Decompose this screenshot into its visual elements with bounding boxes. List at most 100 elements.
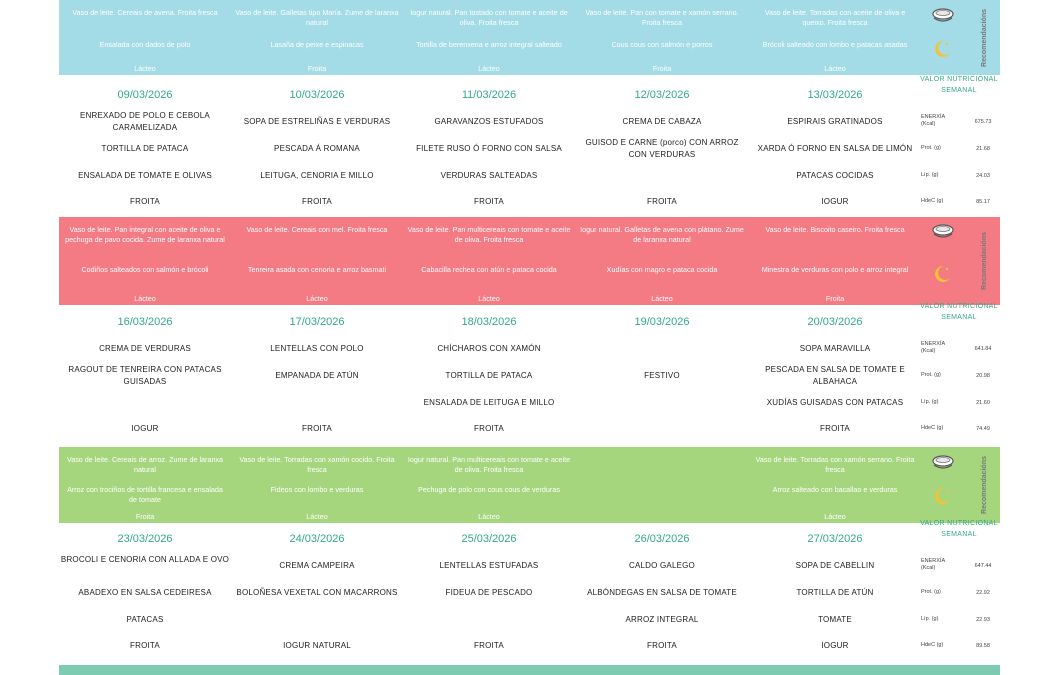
dish-item: FROITA — [820, 424, 850, 433]
dessert-text: Lácteo — [134, 64, 156, 73]
dinner-text: Codiños salteados con salmón e brócoli — [81, 265, 209, 274]
breakfast-text: Vaso de leite. Pan con tomate e xamón se… — [585, 8, 739, 28]
meal-icons — [919, 447, 969, 523]
breakfast-text: Vaso de leite. Cereais de avena. Froita … — [72, 8, 218, 17]
dish-item: EMPANADA DE ATÚN — [275, 371, 359, 380]
nutrition-value: 21.60 — [976, 400, 990, 406]
nutrition-title: VALOR NUTRICIONAL SEMANAL — [920, 76, 998, 95]
dish-item: PESCADA EN SALSA DE TOMATE E ALBAHACA — [765, 365, 905, 387]
day-date: 20/03/2026 — [807, 316, 863, 328]
breakfast-text: Iogur natural. Pan multicereais con toma… — [407, 455, 571, 475]
dish-item: GUISOD E CARNE (porco) CON ARROZ CON VER… — [585, 138, 739, 160]
dinner-text: Cous cous con salmón e porros — [611, 40, 713, 49]
nutrition-title: VALOR NUTRICIONAL SEMANAL — [920, 520, 998, 539]
dish-item: ESPIRAIS GRATINADOS — [787, 117, 883, 126]
dish-item: FROITA — [474, 424, 504, 433]
nutrition-value: 675.73 — [974, 119, 992, 125]
breakfast-text: Iogur natural. Galletas de avena con plá… — [580, 225, 744, 245]
dinner-text: Tenreira asada con cenoria e arroz basma… — [247, 265, 387, 274]
dinner-text: Cabacilla rechea con atún e pataca cocid… — [421, 265, 557, 274]
day-date: 09/03/2026 — [117, 89, 173, 101]
dish-item: FROITA — [474, 197, 504, 206]
dish-item: ENSALADA DE TOMATE E OLIVAS — [78, 171, 212, 180]
recommendations-label-text: Recomendacións — [980, 456, 988, 514]
cup-icon — [931, 7, 955, 30]
footer-bar — [59, 665, 1000, 675]
dessert-text: Lácteo — [824, 512, 846, 521]
dish-item: PATACAS — [126, 615, 164, 624]
dessert-text: Lácteo — [478, 64, 500, 73]
dish-item: LENTELLAS CON POLO — [270, 344, 364, 353]
nutrition-label: HdeC (g) — [921, 642, 944, 648]
nutrition-value: 89.58 — [976, 643, 990, 649]
dish-item: ENSALADA DE LEITUGA E MILLO — [423, 398, 555, 407]
dish-item: FILETE RUSO Ó FORNO CON SALSA — [416, 144, 562, 153]
breakfast-text: Vaso de leite. Biscoito caseiro. Froita … — [765, 225, 905, 234]
dish-item: CREMA DE CABAZA — [622, 117, 702, 126]
recommendations-label-text: Recomendacións — [980, 8, 988, 67]
breakfast-text: Vaso de leite. Pan integral con aceite d… — [65, 225, 225, 245]
dessert-text: Lácteo — [306, 294, 328, 303]
dinner-text: Pechuga de polo con cous cous de verdura… — [418, 485, 560, 494]
recommendations-label: Recomendacións — [971, 217, 999, 305]
breakfast-text: Vaso de leite. Cereais de arroz. Zume de… — [66, 455, 224, 475]
breakfast-text: Vaso de leite. Pan multicereais con toma… — [407, 225, 571, 245]
dish-item: IOGUR — [821, 641, 849, 650]
nutrition-value: 647.44 — [974, 563, 992, 569]
dessert-text: Lácteo — [478, 294, 500, 303]
recommendations-band: Vaso de leite. Pan integral con aceite d… — [59, 217, 1000, 305]
nutrition-value: 85.17 — [976, 199, 990, 205]
dish-item: SOPA MARAVILLA — [799, 344, 871, 353]
nutrition-title: VALOR NUTRICIONAL SEMANAL — [920, 303, 998, 322]
nutrition-value: 641.84 — [974, 346, 992, 352]
dish-item: BROCOLI E CENORIA CON ALLADA E OVO — [60, 555, 230, 564]
day-date: 18/03/2026 — [461, 316, 517, 328]
dinner-text: Tortilla de berenxena e arroz integral s… — [416, 40, 562, 49]
dinner-text: Minestra de verduras con polo e arroz in… — [761, 265, 909, 274]
dish-item: FROITA — [647, 641, 677, 650]
dish-item: IOGUR NATURAL — [283, 641, 351, 650]
dish-item: TORTILLA DE ATÚN — [796, 588, 874, 597]
dessert-text: Lácteo — [478, 512, 500, 521]
nutrition-value: 74.49 — [976, 426, 990, 432]
dish-item: TOMATE — [818, 615, 852, 624]
dish-item: IOGUR — [821, 197, 849, 206]
day-date: 26/03/2026 — [634, 533, 690, 545]
day-date: 17/03/2026 — [289, 316, 345, 328]
dish-item: FROITA — [302, 197, 332, 206]
dish-item: SOPA DE ESTRELIÑAS E VERDURAS — [243, 117, 391, 126]
day-date: 13/03/2026 — [807, 89, 863, 101]
recommendations-label: Recomendacións — [971, 0, 999, 75]
day-date: 10/03/2026 — [289, 89, 345, 101]
dinner-text: Lasaña de peixe e espinacas — [270, 40, 364, 49]
dish-item: RAGOUT DE TENREIRA CON PATACAS GUISADAS — [68, 365, 222, 387]
nutrition-label: Prot. (g) — [921, 589, 941, 595]
dish-item: BOLOÑESA VEXETAL CON MACARRONS — [236, 588, 398, 597]
nutrition-label: HdeC (g) — [921, 425, 944, 431]
dish-item: CALDO GALEGO — [629, 561, 695, 570]
dessert-text: Lácteo — [306, 512, 328, 521]
meal-icons — [919, 0, 969, 75]
dish-item: FESTIVO — [644, 371, 680, 380]
dish-item: PATACAS COCIDAS — [796, 171, 874, 180]
moon-icon — [931, 38, 953, 65]
nutrition-label: Prot. (g) — [921, 372, 941, 378]
dish-item: ALBÓNDEGAS EN SALSA DE TOMATE — [587, 588, 737, 597]
nutrition-value: 20.98 — [976, 373, 990, 379]
dessert-text: Froita — [135, 512, 155, 521]
dish-item: VERDURAS SALTEADAS — [440, 171, 538, 180]
dessert-text: Lácteo — [824, 64, 846, 73]
day-date: 24/03/2026 — [289, 533, 345, 545]
dish-item: FIDEUA DE PESCADO — [445, 588, 533, 597]
nutrition-value: 22.92 — [976, 590, 990, 596]
cup-icon — [931, 454, 955, 477]
dish-item: FROITA — [130, 197, 160, 206]
day-date: 23/03/2026 — [117, 533, 173, 545]
dish-item: XARDA Ó FORNO EN SALSA DE LIMÓN — [757, 144, 913, 153]
nutrition-value: 22.93 — [976, 617, 990, 623]
dish-item: TORTILLA DE PATACA — [101, 144, 189, 153]
day-date: 11/03/2026 — [461, 89, 517, 101]
dish-item: TORTILLA DE PATACA — [445, 371, 533, 380]
recommendations-band: Vaso de leite. Cereais de avena. Froita … — [59, 0, 1000, 75]
day-date: 25/03/2026 — [461, 533, 517, 545]
